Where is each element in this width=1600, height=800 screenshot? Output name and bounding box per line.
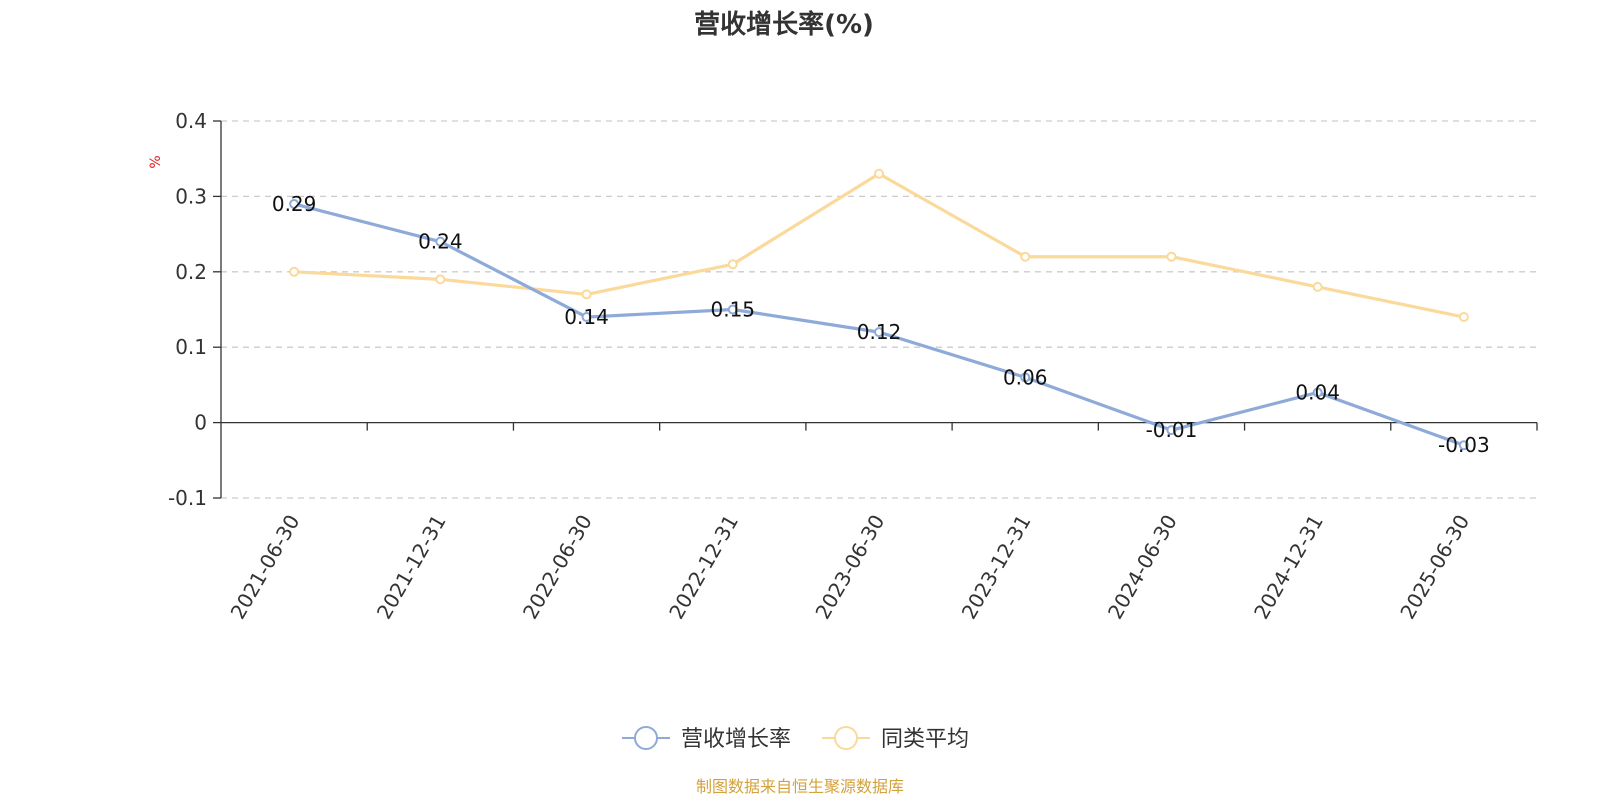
data-point[interactable] <box>289 198 300 209</box>
data-label: 0.04 <box>1295 380 1340 404</box>
y-tick-label: 0.1 <box>175 335 207 359</box>
data-point[interactable] <box>289 266 300 277</box>
data-point[interactable] <box>1312 281 1323 292</box>
y-axis-ticks: 0.4 0.3 0.2 0.1 0 -0.1 <box>168 109 221 510</box>
data-point[interactable] <box>727 304 738 315</box>
series-lines <box>289 168 1469 451</box>
data-labels: 0.29 0.24 0.14 0.15 0.12 0.06 -0.01 0.04 -0.03 <box>272 192 1490 457</box>
data-source-note: 制图数据来自恒生聚源数据库 <box>696 777 904 796</box>
x-tick-label: 2024-06-30 <box>1103 511 1182 624</box>
legend-label-revenue-growth: 营收增长率 <box>681 727 791 752</box>
legend-label-peer-average: 同类平均 <box>881 727 969 752</box>
data-point[interactable] <box>581 312 592 323</box>
x-tick-label: 2023-06-30 <box>810 511 889 624</box>
data-label: 0.24 <box>418 230 463 254</box>
y-tick-label: 0.4 <box>175 109 207 133</box>
legend[interactable]: 营收增长率 同类平均 <box>622 726 969 752</box>
x-tick-label: 2023-12-31 <box>957 511 1036 624</box>
y-tick-label: 0.2 <box>175 260 207 284</box>
data-point[interactable] <box>581 289 592 300</box>
x-tick-label: 2021-12-31 <box>372 511 451 624</box>
data-point[interactable] <box>874 327 884 338</box>
legend-item-peer-average[interactable]: 同类平均 <box>822 726 969 752</box>
data-point[interactable] <box>1166 425 1177 436</box>
legend-circle-icon <box>634 726 658 750</box>
x-axis-ticks: 2021-06-30 2021-12-31 2022-06-30 2022-12-31… <box>226 511 1475 624</box>
x-tick-label: 2022-12-31 <box>664 511 743 624</box>
axes <box>220 121 1538 498</box>
data-label: 0.15 <box>711 298 756 322</box>
data-label: 0.12 <box>857 320 902 344</box>
data-point[interactable] <box>1458 440 1469 451</box>
data-label: 0.29 <box>272 192 317 216</box>
y-tick-label: 0.3 <box>175 184 207 208</box>
data-point[interactable] <box>727 259 738 270</box>
y-tick-label: 0 <box>194 411 207 435</box>
x-tick-label: 2021-06-30 <box>226 511 305 624</box>
legend-circle-icon <box>834 726 858 750</box>
series-line <box>294 172 1465 319</box>
data-point[interactable] <box>435 274 446 285</box>
chart-title: 营收增长率(%) <box>694 9 874 40</box>
data-label: -0.03 <box>1438 433 1490 457</box>
data-point[interactable] <box>1020 372 1031 383</box>
data-point[interactable] <box>874 168 884 179</box>
data-point[interactable] <box>1312 387 1323 398</box>
data-label: -0.01 <box>1146 418 1198 442</box>
x-tick-label: 2024-12-31 <box>1249 511 1328 624</box>
legend-item-revenue-growth[interactable]: 营收增长率 <box>622 726 791 752</box>
data-point[interactable] <box>1020 251 1031 262</box>
data-label: 0.14 <box>564 305 609 329</box>
x-tick-label: 2025-06-30 <box>1395 511 1474 624</box>
data-point[interactable] <box>1166 251 1177 262</box>
y-tick-label: -0.1 <box>168 486 207 510</box>
y-axis-unit: % <box>148 155 164 168</box>
data-label: 0.06 <box>1003 365 1048 389</box>
data-point[interactable] <box>1458 312 1469 323</box>
data-point[interactable] <box>435 236 446 247</box>
x-tick-label: 2022-06-30 <box>518 511 597 624</box>
